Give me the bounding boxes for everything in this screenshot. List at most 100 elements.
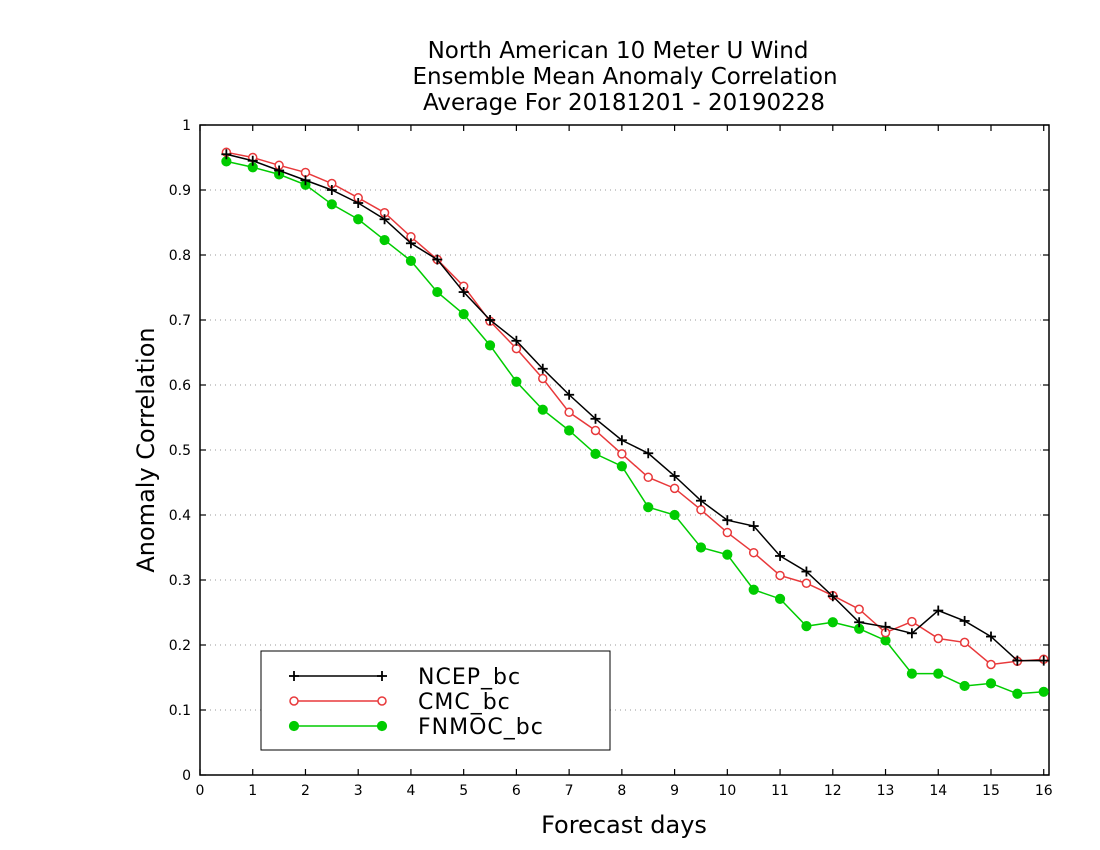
point-ncep-bc-22	[801, 566, 812, 577]
point-fnmoc-bc-5	[353, 214, 364, 225]
point-cmc-bc-18	[696, 505, 706, 515]
point-ncep-bc-15	[616, 435, 627, 446]
x-tick-label-9: 9	[670, 783, 679, 799]
chart-title: North American 10 Meter U Wind Ensemble …	[412, 38, 837, 116]
x-tick-label-4: 4	[406, 783, 415, 799]
y-tick-label-3: 0.3	[169, 573, 191, 589]
point-fnmoc-bc-4	[326, 199, 337, 210]
legend-item-ncep-bc: NCEP_bc	[289, 665, 520, 690]
point-cmc-bc-17	[669, 483, 680, 494]
point-ncep-bc-27	[933, 605, 944, 616]
point-ncep-bc-9	[458, 287, 469, 298]
series-line-fnmoc-bc	[226, 160, 1044, 695]
point-fnmoc-bc-10	[484, 340, 496, 351]
point-fnmoc-bc-18	[695, 542, 707, 553]
x-tick-label-15: 15	[982, 783, 1000, 799]
point-ncep-bc-19	[722, 515, 733, 526]
point-ncep-bc-7	[405, 238, 416, 249]
x-tick-label-2: 2	[301, 783, 310, 799]
point-ncep-bc-16	[643, 448, 654, 459]
point-fnmoc-bc-26	[906, 668, 917, 679]
point-ncep-bc-24	[854, 617, 865, 628]
legend-marker-right-ncep-bc	[377, 671, 387, 681]
point-fnmoc-bc-27	[933, 668, 944, 679]
point-fnmoc-bc-12	[537, 404, 548, 415]
point-cmc-bc-19	[722, 527, 733, 538]
x-tick-label-16: 16	[1035, 783, 1053, 799]
x-axis-ticks: 0 1 2 3 4 5 6 7 8 9 10 11 12 13 14 15 16	[196, 125, 1053, 799]
legend-item-fnmoc-bc: FNMOC_bc	[288, 715, 543, 740]
point-ncep-bc-17	[669, 471, 680, 481]
x-tick-label-5: 5	[459, 783, 468, 799]
point-fnmoc-bc-14	[590, 448, 601, 459]
point-fnmoc-bc-13	[564, 425, 575, 436]
y-tick-label-10: 1	[182, 118, 191, 134]
legend-marker-right-fnmoc-bc	[376, 720, 388, 732]
legend-marker-left-fnmoc-bc	[288, 720, 300, 732]
point-cmc-bc-16	[643, 472, 653, 483]
point-fnmoc-bc-16	[643, 502, 654, 513]
series-line-ncep-bc	[226, 153, 1044, 662]
point-fnmoc-bc-6	[379, 234, 390, 246]
point-cmc-bc-12	[538, 373, 548, 384]
point-ncep-bc-10	[485, 315, 496, 325]
point-ncep-bc-2	[274, 165, 285, 176]
point-ncep-bc-1	[247, 155, 258, 166]
y-tick-label-4: 0.4	[169, 508, 191, 524]
point-ncep-bc-6	[379, 214, 390, 225]
y-tick-label-6: 0.6	[169, 378, 191, 394]
point-fnmoc-bc-15	[616, 461, 627, 472]
x-tick-label-1: 1	[248, 783, 257, 799]
legend-item-cmc-bc: CMC_bc	[289, 690, 510, 715]
point-cmc-bc-14	[590, 425, 601, 436]
y-tick-label-1: 0.1	[169, 703, 191, 719]
y-tick-label-7: 0.7	[169, 313, 191, 329]
point-ncep-bc-14	[590, 413, 601, 424]
series-lines	[221, 147, 1049, 699]
series-cmc-bc	[221, 147, 1049, 670]
point-fnmoc-bc-22	[801, 621, 812, 632]
point-ncep-bc-23	[827, 591, 838, 602]
point-ncep-bc-4	[326, 185, 337, 195]
x-tick-label-10: 10	[718, 783, 736, 799]
point-fnmoc-bc-8	[432, 286, 443, 298]
y-tick-label-2: 0.2	[169, 638, 191, 654]
point-cmc-bc-21	[775, 570, 785, 581]
y-tick-label-9: 0.9	[169, 183, 191, 199]
legend-marker-left-ncep-bc	[289, 671, 299, 681]
x-tick-label-7: 7	[565, 783, 574, 799]
point-ncep-bc-29	[985, 631, 996, 642]
point-ncep-bc-26	[906, 628, 917, 639]
legend-marker-right-cmc-bc	[377, 696, 387, 706]
x-tick-label-14: 14	[929, 783, 947, 799]
point-ncep-bc-30	[1012, 655, 1023, 666]
x-tick-label-6: 6	[512, 783, 521, 799]
point-cmc-bc-22	[801, 578, 812, 588]
point-ncep-bc-12	[537, 363, 548, 374]
series-ncep-bc	[221, 149, 1049, 666]
point-ncep-bc-11	[511, 335, 522, 346]
point-cmc-bc-13	[564, 407, 574, 418]
point-fnmoc-bc-7	[405, 255, 417, 266]
y-tick-label-0: 0	[182, 768, 191, 784]
point-ncep-bc-0	[221, 149, 232, 160]
point-fnmoc-bc-19	[722, 549, 733, 560]
chart-title-line-3: Average For 20181201 - 20190228	[423, 90, 825, 116]
point-fnmoc-bc-31	[1038, 686, 1049, 697]
point-cmc-bc-29	[986, 659, 996, 670]
point-ncep-bc-18	[695, 495, 706, 506]
point-cmc-bc-28	[959, 637, 970, 648]
point-ncep-bc-20	[748, 521, 759, 532]
x-tick-label-8: 8	[617, 783, 626, 799]
point-cmc-bc-27	[933, 633, 944, 644]
point-ncep-bc-25	[880, 621, 891, 632]
point-fnmoc-bc-28	[959, 680, 970, 692]
point-ncep-bc-13	[564, 389, 575, 400]
x-tick-label-3: 3	[354, 783, 363, 799]
legend-marker-left-cmc-bc	[289, 696, 299, 706]
chart-title-line-2: Ensemble Mean Anomaly Correlation	[412, 64, 837, 90]
point-cmc-bc-15	[617, 449, 627, 459]
x-tick-label-11: 11	[771, 783, 789, 799]
